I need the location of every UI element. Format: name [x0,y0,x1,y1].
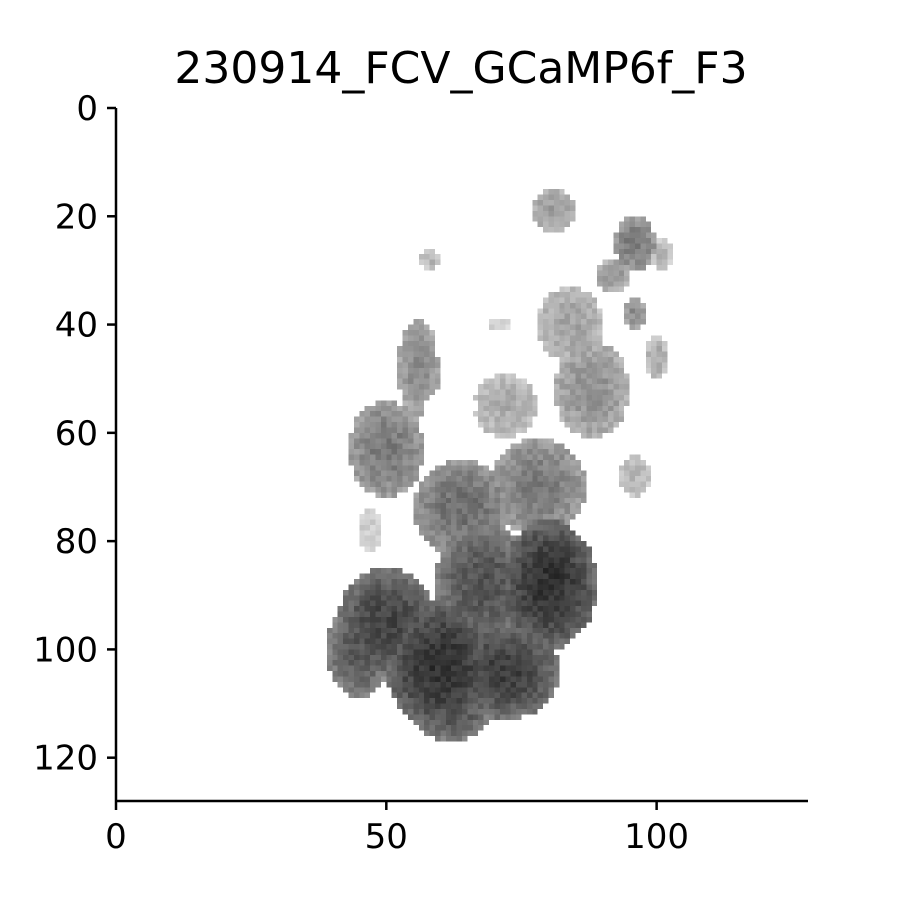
x-tick-label: 0 [105,817,127,857]
x-axis-ticks: 0 50 100 [105,801,689,857]
y-tick-label: 40 [55,306,98,346]
y-tick-label: 80 [55,522,98,562]
x-tick-label: 100 [624,817,689,857]
plot-area [116,108,808,801]
y-tick-label: 100 [33,630,98,670]
x-tick-label: 50 [365,817,408,857]
y-tick-label: 0 [76,89,98,129]
y-tick-label: 120 [33,739,98,779]
y-axis-ticks: 0 20 40 60 80 100 120 [33,89,116,779]
heatmap-image [116,108,808,801]
y-tick-label: 20 [55,197,98,237]
chart-title: 230914_FCV_GCaMP6f_F3 [174,43,747,94]
y-tick-label: 60 [55,414,98,454]
